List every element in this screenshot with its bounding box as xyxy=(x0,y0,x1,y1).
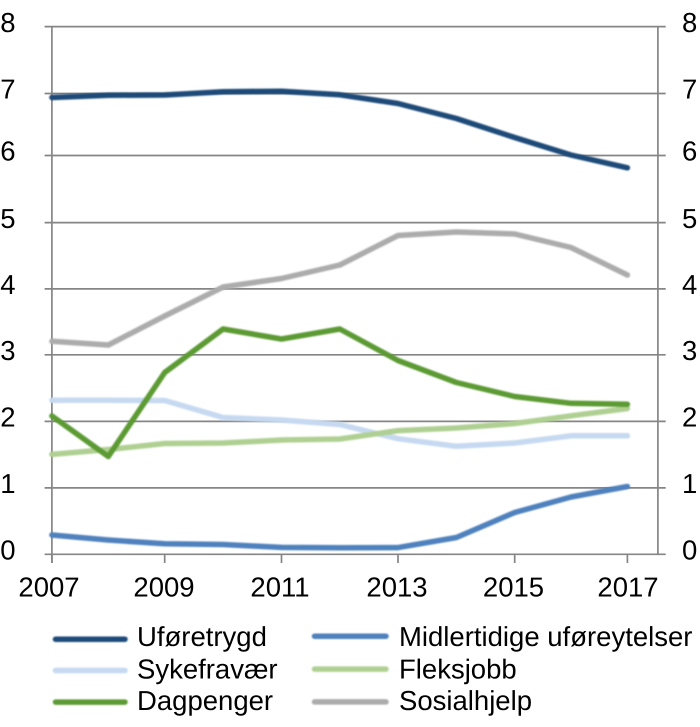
svg-text:3: 3 xyxy=(0,335,15,366)
svg-text:4: 4 xyxy=(0,269,15,300)
svg-text:6: 6 xyxy=(0,136,15,167)
svg-text:Dagpenger: Dagpenger xyxy=(137,685,273,716)
svg-text:Midlertidige uføreytelser: Midlertidige uføreytelser xyxy=(399,621,692,652)
svg-text:2: 2 xyxy=(682,402,697,433)
svg-text:Fleksjobb: Fleksjobb xyxy=(399,653,517,684)
svg-text:2: 2 xyxy=(0,402,15,433)
svg-text:Uføretrygd: Uføretrygd xyxy=(137,621,267,652)
svg-text:5: 5 xyxy=(0,203,15,234)
svg-text:8: 8 xyxy=(682,7,697,38)
svg-text:7: 7 xyxy=(682,74,697,105)
svg-text:0: 0 xyxy=(0,535,15,566)
svg-text:1: 1 xyxy=(682,468,697,499)
svg-text:2013: 2013 xyxy=(366,572,427,603)
svg-text:6: 6 xyxy=(682,136,697,167)
svg-text:7: 7 xyxy=(0,74,15,105)
svg-text:Sosialhjelp: Sosialhjelp xyxy=(399,685,532,716)
svg-text:4: 4 xyxy=(682,269,697,300)
svg-text:Sykefravær: Sykefravær xyxy=(137,653,278,684)
svg-text:1: 1 xyxy=(0,468,15,499)
svg-text:2011: 2011 xyxy=(250,572,309,603)
svg-text:0: 0 xyxy=(682,535,697,566)
svg-text:8: 8 xyxy=(0,7,15,38)
svg-text:2007: 2007 xyxy=(18,572,79,603)
svg-text:3: 3 xyxy=(682,335,697,366)
svg-text:2015: 2015 xyxy=(483,572,544,603)
svg-text:2009: 2009 xyxy=(133,572,194,603)
svg-text:2017: 2017 xyxy=(597,572,658,603)
svg-text:5: 5 xyxy=(682,203,697,234)
